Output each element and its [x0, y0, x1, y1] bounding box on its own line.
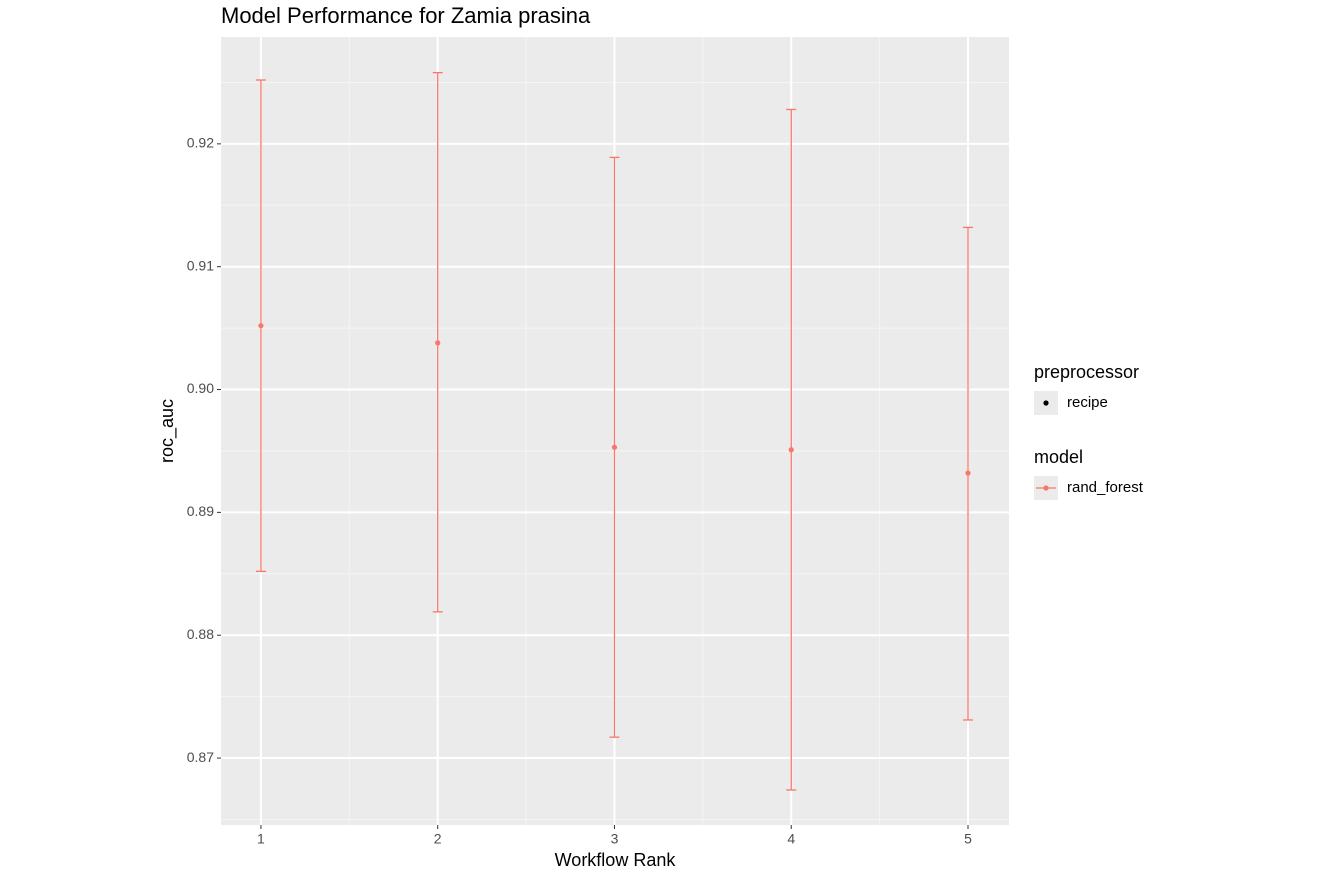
point: [788, 447, 794, 453]
x-tick-label: 1: [257, 831, 265, 847]
x-tick-label: 2: [434, 831, 442, 847]
point: [965, 470, 971, 476]
y-tick-label: 0.89: [187, 503, 214, 519]
chart-title: Model Performance for Zamia prasina: [221, 3, 591, 28]
legend-symbol: [1043, 485, 1049, 491]
x-tick-label: 3: [611, 831, 619, 847]
legend-label: recipe: [1067, 394, 1108, 411]
x-axis-title: Workflow Rank: [555, 850, 677, 870]
y-tick-label: 0.92: [187, 135, 214, 151]
point: [611, 444, 618, 450]
point: [435, 340, 441, 346]
y-tick-label: 0.87: [187, 749, 214, 765]
point: [258, 323, 264, 329]
x-tick-label: 4: [787, 831, 795, 847]
legend-label: rand_forest: [1067, 479, 1144, 496]
x-tick-label: 5: [964, 831, 972, 847]
legend-symbol: [1043, 400, 1049, 406]
y-tick-label: 0.88: [187, 626, 214, 642]
y-tick-label: 0.91: [187, 257, 214, 273]
legend-title: preprocessor: [1034, 362, 1139, 382]
y-tick-label: 0.90: [187, 380, 214, 396]
y-axis-title: roc_auc: [157, 399, 178, 463]
legend-title: model: [1034, 447, 1083, 467]
